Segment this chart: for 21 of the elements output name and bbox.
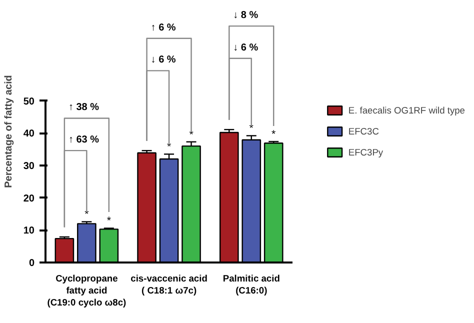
y-tick-label: 30 xyxy=(23,160,35,172)
y-axis-title: Percentage of fatty acid xyxy=(3,75,14,188)
legend-label: E. faecalis OG1RF wild type xyxy=(348,105,465,115)
y-tick-label: 40 xyxy=(23,128,35,140)
legend-label: EFC3C xyxy=(348,126,379,136)
text: ↓ 8 % xyxy=(233,10,258,22)
text: ↓ 6 % xyxy=(150,54,176,66)
x-tick-label: Cyclopropane fatty acid (C19:0 cyclo ω8c) xyxy=(47,274,126,308)
text: ↓ 6 % xyxy=(233,42,258,54)
y-tick-label: 50 xyxy=(23,96,35,108)
data-label: * xyxy=(106,215,111,228)
y-tick-label: 10 xyxy=(23,226,35,237)
y-tick-label: 20 xyxy=(23,193,35,204)
annotation: ↑ 38 % xyxy=(68,102,100,114)
text: ↑ 6 % xyxy=(150,22,176,34)
x-tick-label: cis-vaccenic acid ( C18:1 ω7c) xyxy=(130,274,208,296)
y-tick-label: 0 xyxy=(28,258,35,269)
annotation: ↑ 63 % xyxy=(68,134,100,146)
x-tick-label: Palmitic acid (C16:0) xyxy=(222,274,280,296)
legend-label: EFC3Py xyxy=(348,147,384,157)
data-label: * xyxy=(272,128,276,141)
